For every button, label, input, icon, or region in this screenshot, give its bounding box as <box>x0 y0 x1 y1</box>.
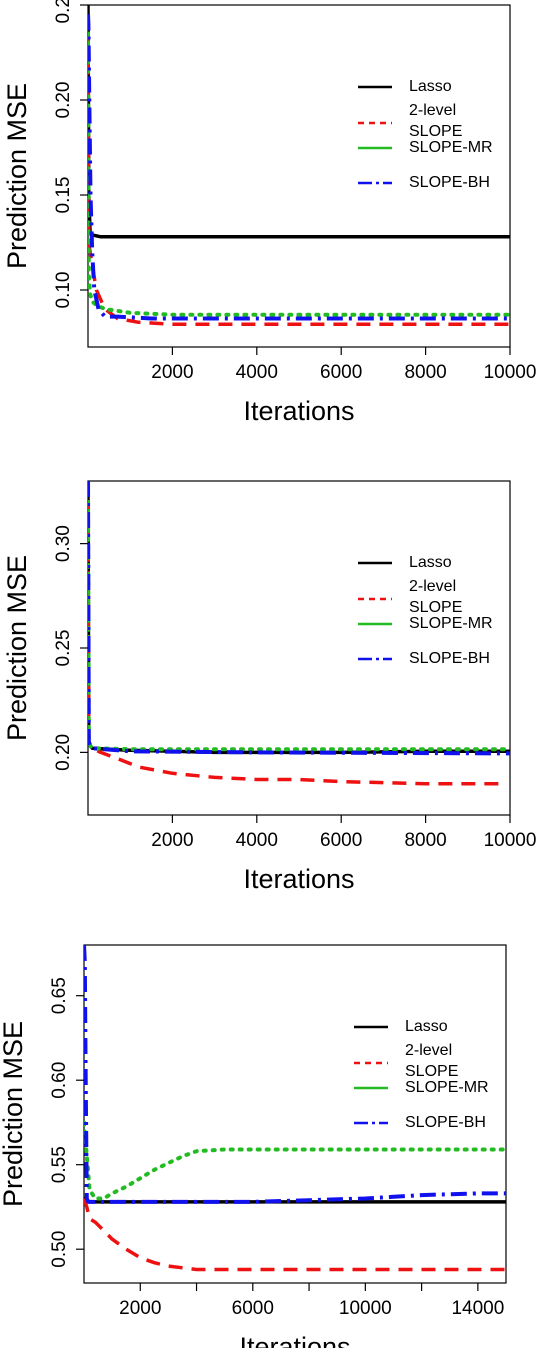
legend-label-slope-mr: SLOPE-MR <box>409 139 493 156</box>
x-tick-label: 2000 <box>119 1298 161 1319</box>
y-tick-label: 0.15 <box>53 177 74 214</box>
x-tick-label: 8000 <box>404 362 446 383</box>
chart-panel-3: 2000 6000 10000 14000 0.50 0.55 0.60 0.65 Iterat… <box>0 944 507 1348</box>
y-tick-label: 0.25 <box>53 630 74 667</box>
series-line-slope-bh <box>84 945 506 1204</box>
legend-label-2-level-slope: 2-level <box>409 102 456 119</box>
series-line-2-level-slope <box>84 1197 506 1272</box>
series-line-lasso <box>88 5 510 239</box>
x-tick-label: 6000 <box>320 830 362 851</box>
y-axis-title: Prediction MSE <box>2 555 32 741</box>
chart-panel-2: 2000 4000 6000 8000 10000 0.20 0.25 0.30 Iterati… <box>2 480 537 894</box>
series-line-2-level-slope <box>88 14 510 326</box>
x-tick-label: 10000 <box>339 1298 392 1319</box>
legend-label-slope-mr: SLOPE-MR <box>405 1079 489 1096</box>
legend-label-slope-bh: SLOPE-BH <box>405 1114 486 1131</box>
x-tick-label: 10000 <box>484 362 537 383</box>
y-tick-label: 0.55 <box>49 1146 70 1183</box>
y-axis-title: Prediction MSE <box>0 1021 28 1207</box>
x-tick-label: 2000 <box>151 830 193 851</box>
y-tick-label: 0.60 <box>49 1062 70 1099</box>
legend-label-slope-bh: SLOPE-BH <box>409 174 490 191</box>
y-tick-label: 0.65 <box>49 977 70 1014</box>
legend-label-lasso: Lasso <box>409 78 452 95</box>
x-axis-title: Iterations <box>243 864 354 894</box>
x-tick-label: 14000 <box>451 1298 504 1319</box>
series-line-slope-bh <box>88 481 510 756</box>
legend-label-2-level-slope-line2: SLOPE <box>405 1063 458 1080</box>
y-tick-label: 0.50 <box>49 1231 70 1268</box>
x-tick-label: 6000 <box>320 362 362 383</box>
series-line-slope-bh <box>88 14 510 321</box>
y-tick-label: 0.20 <box>53 734 74 771</box>
x-tick-label: 4000 <box>236 362 278 383</box>
legend-label-2-level-slope-line2: SLOPE <box>409 599 462 616</box>
x-tick-label: 2000 <box>151 362 193 383</box>
y-tick-label: 0.25 <box>53 0 74 23</box>
series-line-slope-mr <box>84 1120 506 1201</box>
plot-frame <box>87 480 511 816</box>
x-tick-label: 6000 <box>232 1298 274 1319</box>
x-tick-label: 4000 <box>236 830 278 851</box>
x-tick-label: 8000 <box>404 830 446 851</box>
y-tick-label: 0.10 <box>53 272 74 309</box>
legend-label-slope-bh: SLOPE-BH <box>409 650 490 667</box>
legend-label-lasso: Lasso <box>409 554 452 571</box>
plot-frame <box>83 944 507 1284</box>
x-tick-label: 10000 <box>484 830 537 851</box>
chart-panel-1: 2000 4000 6000 8000 10000 0.10 0.15 0.20 0.25 Ite… <box>2 0 536 426</box>
legend-label-2-level-slope-line2: SLOPE <box>409 123 462 140</box>
x-axis-title: Iterations <box>239 1332 350 1348</box>
legend-label-2-level-slope: 2-level <box>409 578 456 595</box>
y-tick-label: 0.20 <box>53 82 74 119</box>
legend-label-2-level-slope: 2-level <box>405 1042 452 1059</box>
x-axis-title: Iterations <box>243 396 354 426</box>
legend-label-slope-mr: SLOPE-MR <box>409 615 493 632</box>
series-line-2-level-slope <box>88 501 502 786</box>
legend-label-lasso: Lasso <box>405 1018 448 1035</box>
y-axis-title: Prediction MSE <box>2 83 32 269</box>
y-tick-label: 0.30 <box>53 525 74 562</box>
